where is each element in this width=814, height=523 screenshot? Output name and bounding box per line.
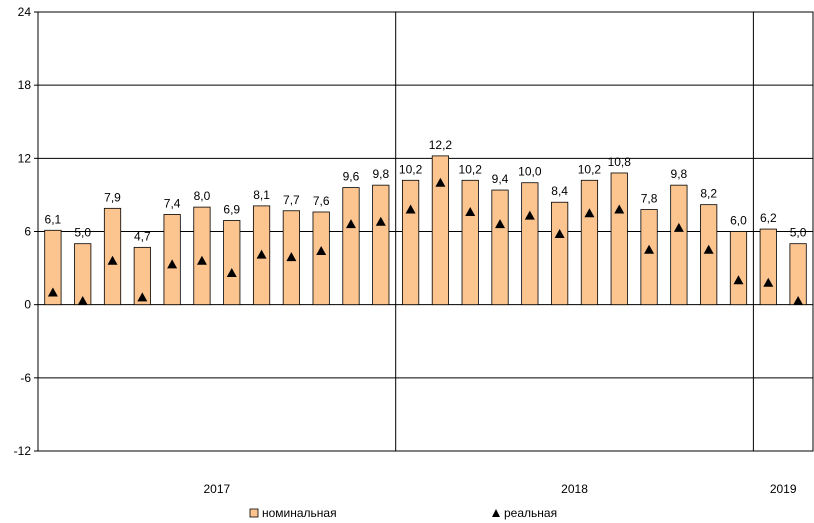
gridlines	[38, 11, 813, 452]
bar	[461, 179, 479, 306]
y-tick-label: 0	[24, 298, 31, 312]
real-value-marker	[375, 216, 386, 226]
real-value-marker	[524, 210, 535, 220]
bar	[789, 243, 807, 306]
bar	[401, 179, 420, 306]
bar	[342, 187, 360, 306]
bar-value-label: 10,2	[459, 162, 483, 176]
real-value-marker	[316, 246, 327, 256]
bar-value-label: 9,6	[343, 170, 360, 184]
bar	[610, 172, 628, 306]
x-axis-year-labels: 2017 2018 2019	[203, 482, 796, 496]
bar	[431, 155, 450, 306]
y-tick-label: 18	[18, 78, 32, 92]
bar-value-label: 10,2	[578, 162, 602, 176]
bar	[133, 246, 151, 306]
y-axis-ticks: -12 -6 0 6 12 18 24	[14, 5, 38, 458]
bar	[700, 204, 718, 306]
bar-value-label: 8,2	[700, 187, 717, 201]
bar-value-label: 7,7	[283, 193, 300, 207]
bars	[44, 155, 807, 306]
bar-value-label: 8,1	[253, 188, 270, 202]
real-value-marker	[47, 287, 58, 297]
real-value-marker	[763, 277, 774, 287]
real-value-marker	[644, 244, 655, 254]
real-value-marker	[196, 255, 207, 265]
bar-value-label: 5,0	[74, 226, 91, 240]
bar	[44, 229, 62, 306]
real-value-marker	[77, 296, 88, 306]
bar	[491, 189, 509, 306]
y-tick-label: -12	[14, 444, 32, 458]
legend-bar-label: номинальная	[262, 506, 337, 520]
bar-value-label: 6,1	[45, 212, 62, 226]
bar	[312, 211, 330, 306]
real-value-marker	[465, 206, 476, 216]
real-value-marker	[733, 275, 744, 285]
real-value-marker	[495, 219, 506, 229]
year-dividers	[395, 12, 754, 451]
bar-value-label: 8,4	[551, 184, 568, 198]
y-tick-label: -6	[20, 371, 31, 385]
bar	[223, 220, 241, 306]
real-value-marker	[107, 255, 118, 265]
bar	[640, 209, 658, 306]
bar	[759, 228, 777, 306]
bar-labels: 6,1 5,0 7,9 4,7 7,4 8,0 6,9 8,1 7,7 7,6 9,6 9,8 10,2…	[45, 138, 807, 243]
real-value-marker	[256, 249, 267, 259]
markers	[47, 177, 804, 306]
real-value-marker	[614, 204, 625, 214]
real-value-marker	[673, 222, 684, 232]
real-value-marker	[554, 228, 565, 238]
bar-value-label: 9,4	[492, 172, 509, 186]
bar-value-label: 6,9	[223, 203, 240, 217]
bar	[729, 231, 748, 306]
bar	[551, 201, 569, 306]
y-tick-label: 12	[18, 151, 32, 165]
legend-marker-label: реальная	[504, 506, 557, 520]
bar-value-label: 6,2	[760, 211, 777, 225]
bar-value-label: 4,7	[134, 229, 151, 243]
bar-value-label: 10,8	[608, 155, 632, 169]
bar	[521, 182, 539, 306]
bar	[670, 184, 688, 306]
real-value-marker	[584, 208, 595, 218]
x-year-label: 2017	[203, 482, 230, 496]
bar-value-label: 9,8	[372, 167, 389, 181]
real-value-marker	[703, 244, 714, 254]
x-year-label: 2019	[770, 482, 797, 496]
bar-value-label: 9,8	[671, 167, 688, 181]
bar-value-label: 12,2	[429, 138, 453, 152]
x-year-label: 2018	[561, 482, 588, 496]
real-value-marker	[286, 252, 297, 262]
bar-value-label: 7,8	[641, 192, 658, 206]
y-tick-label: 24	[18, 5, 32, 19]
bar-value-label: 8,0	[194, 189, 211, 203]
real-value-marker	[345, 219, 356, 229]
y-tick-label: 6	[24, 225, 31, 239]
bar	[580, 179, 599, 306]
real-value-marker	[137, 292, 148, 302]
real-value-marker	[405, 204, 416, 214]
bar-value-label: 10,0	[518, 165, 542, 179]
bar-value-label: 6,0	[730, 214, 747, 228]
bar-value-label: 5,0	[790, 226, 807, 240]
bar	[372, 184, 390, 306]
real-value-marker	[435, 177, 446, 187]
bar-value-label: 7,9	[104, 190, 121, 204]
bar	[74, 243, 92, 306]
legend-bar-swatch	[249, 508, 259, 518]
bar-value-label: 10,2	[399, 162, 423, 176]
legend-triangle-marker	[492, 509, 500, 517]
bar-value-label: 7,4	[164, 196, 181, 210]
real-value-marker	[167, 259, 178, 269]
real-value-marker	[793, 296, 804, 306]
legend: номинальная реальная	[249, 506, 557, 520]
real-value-marker	[226, 267, 237, 277]
bar-value-label: 7,6	[313, 194, 330, 208]
